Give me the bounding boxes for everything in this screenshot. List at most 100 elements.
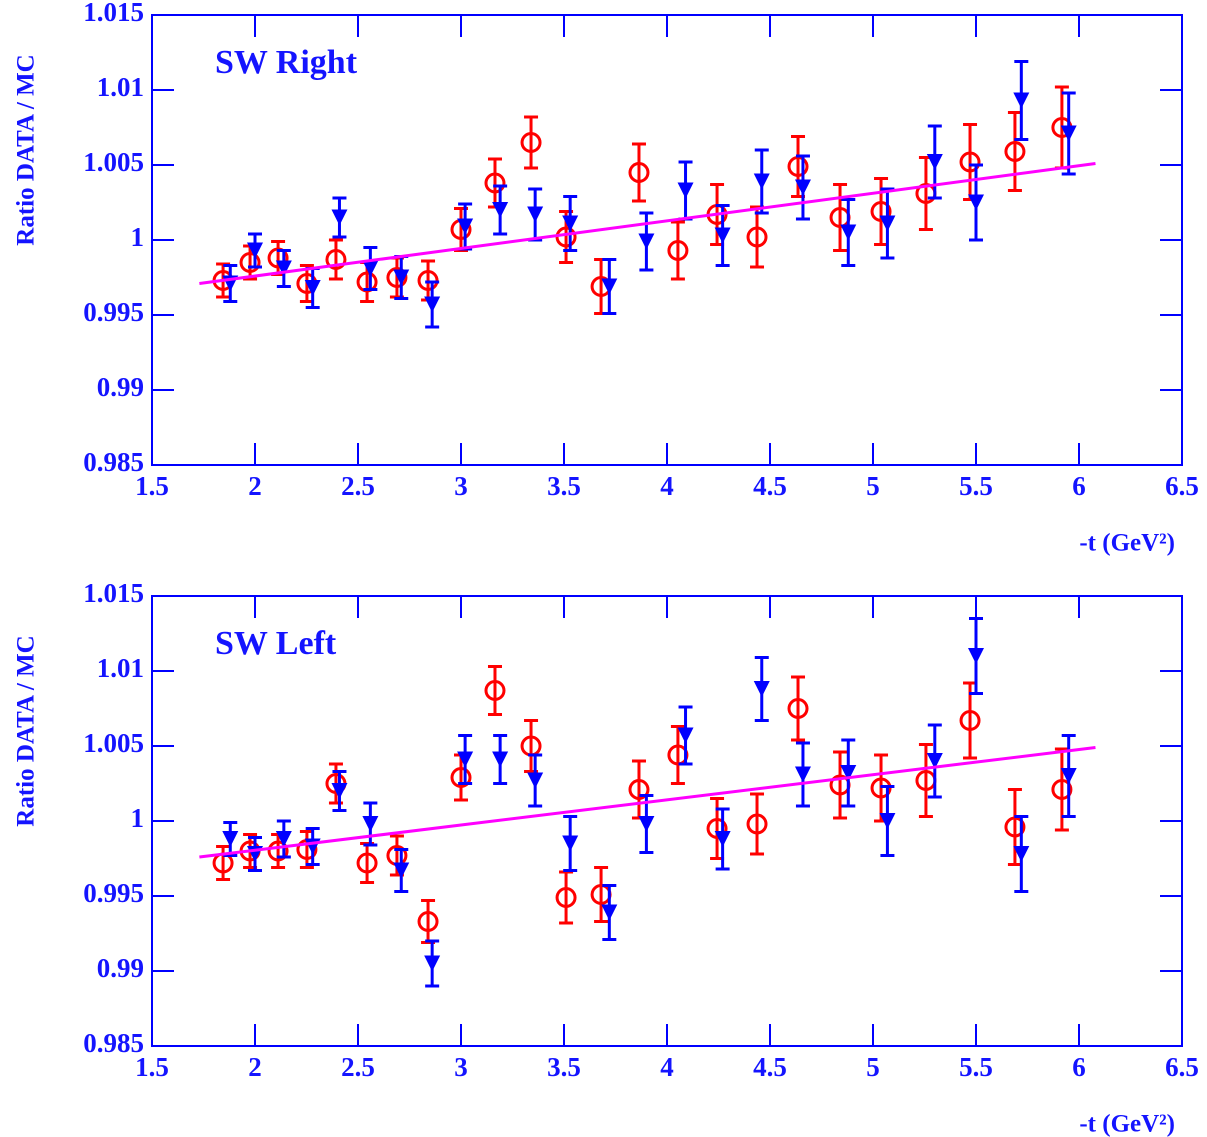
data-point bbox=[424, 939, 441, 988]
marker bbox=[840, 765, 857, 781]
data-point bbox=[753, 656, 770, 722]
x-tick-label: 5.5 bbox=[959, 1052, 993, 1082]
data-point bbox=[527, 753, 544, 808]
y-tick-label: 1.015 bbox=[83, 578, 144, 608]
marker bbox=[968, 194, 984, 211]
marker bbox=[746, 226, 768, 248]
y-tick-label: 0.985 bbox=[83, 447, 144, 477]
data-point bbox=[840, 198, 857, 267]
data-point bbox=[714, 204, 731, 267]
data-point bbox=[829, 183, 851, 252]
error-bar bbox=[670, 220, 685, 281]
x-tick-label: 1.5 bbox=[135, 1052, 169, 1082]
marker bbox=[275, 831, 292, 847]
data-point bbox=[356, 842, 378, 884]
y-tick-label: 1 bbox=[131, 222, 145, 252]
data-point bbox=[667, 220, 689, 281]
marker bbox=[362, 816, 379, 832]
x-tick-label: 6.5 bbox=[1165, 1052, 1199, 1082]
error-bar bbox=[833, 750, 848, 820]
data-point bbox=[628, 759, 650, 820]
data-point bbox=[267, 833, 289, 869]
chart-title: SW Right bbox=[215, 44, 358, 81]
marker bbox=[959, 710, 981, 731]
marker bbox=[638, 233, 655, 250]
marker bbox=[746, 813, 768, 835]
marker bbox=[794, 766, 811, 783]
marker bbox=[601, 278, 618, 295]
marker bbox=[331, 783, 348, 799]
x-axis-label: -t (GeV²) bbox=[1079, 530, 1175, 557]
marker bbox=[638, 816, 655, 832]
marker bbox=[870, 201, 892, 222]
data-point bbox=[677, 705, 694, 766]
data-point bbox=[247, 232, 263, 269]
data-point bbox=[926, 124, 943, 200]
marker bbox=[325, 249, 347, 270]
y-tick-label: 0.995 bbox=[83, 878, 144, 908]
marker bbox=[275, 260, 292, 277]
data-point bbox=[222, 821, 239, 857]
y-axis-label: Ratio DATA / MC bbox=[13, 54, 40, 245]
data-point bbox=[362, 246, 379, 291]
x-tick-label: 4 bbox=[660, 471, 674, 501]
marker bbox=[457, 218, 474, 235]
chart-title: SW Left bbox=[215, 625, 337, 662]
x-tick-label: 2 bbox=[248, 1052, 262, 1082]
marker bbox=[628, 779, 650, 800]
x-tick-label: 4.5 bbox=[753, 471, 787, 501]
y-tick-label: 1.01 bbox=[97, 72, 144, 102]
marker bbox=[1051, 779, 1073, 800]
data-point bbox=[527, 187, 544, 242]
x-tick-label: 3 bbox=[454, 471, 468, 501]
marker bbox=[840, 224, 857, 241]
marker bbox=[555, 887, 577, 908]
data-point bbox=[638, 794, 655, 854]
data-point bbox=[829, 750, 851, 820]
marker bbox=[787, 698, 809, 719]
y-tick-label: 1.005 bbox=[83, 147, 144, 177]
data-point bbox=[746, 792, 768, 856]
marker bbox=[239, 252, 261, 273]
error-bar bbox=[918, 743, 933, 818]
data-point bbox=[325, 238, 347, 281]
marker bbox=[601, 904, 618, 921]
marker bbox=[926, 753, 943, 769]
x-tick-label: 5.5 bbox=[959, 471, 993, 501]
marker bbox=[706, 818, 728, 839]
marker bbox=[267, 840, 289, 862]
data-point bbox=[926, 723, 943, 799]
data-point bbox=[628, 142, 650, 203]
y-tick-label: 0.99 bbox=[97, 953, 144, 983]
x-tick-label: 5 bbox=[866, 1052, 880, 1082]
marker bbox=[714, 227, 731, 244]
data-point bbox=[1013, 815, 1030, 893]
data-point bbox=[562, 815, 579, 872]
marker bbox=[879, 215, 896, 232]
marker bbox=[424, 955, 441, 972]
marker bbox=[492, 751, 509, 768]
marker bbox=[304, 280, 321, 296]
fit-line bbox=[199, 746, 1096, 859]
marker bbox=[677, 182, 694, 199]
marker bbox=[562, 215, 579, 232]
error-bar bbox=[360, 842, 375, 884]
x-tick-label: 3 bbox=[454, 1052, 468, 1082]
error-bar bbox=[791, 675, 806, 742]
data-point bbox=[520, 115, 542, 170]
marker bbox=[714, 831, 731, 847]
data-point bbox=[275, 819, 292, 859]
marker bbox=[457, 751, 474, 768]
marker bbox=[247, 242, 263, 259]
marker bbox=[484, 680, 506, 701]
marker bbox=[968, 648, 984, 664]
data-point bbox=[746, 205, 768, 269]
x-tick-label: 5 bbox=[866, 471, 880, 501]
y-tick-label: 1.015 bbox=[83, 0, 144, 27]
marker bbox=[1060, 768, 1077, 784]
data-point bbox=[492, 184, 509, 236]
data-point bbox=[601, 258, 618, 315]
data-point bbox=[1004, 111, 1026, 192]
